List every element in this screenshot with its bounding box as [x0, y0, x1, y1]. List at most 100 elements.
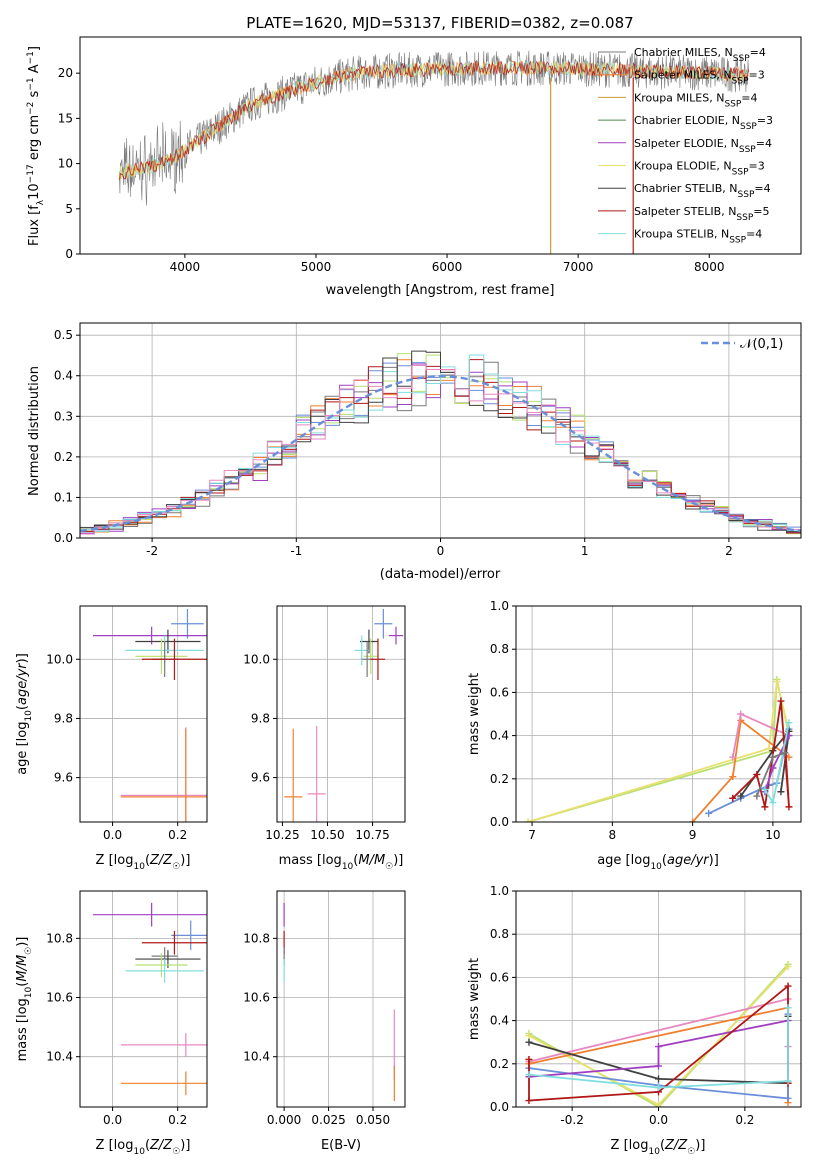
spectrum-model-line — [118, 60, 749, 180]
x-tick-label: 7000 — [563, 260, 594, 274]
mass-weight-marker — [765, 745, 773, 753]
x-tick-label: 0.050 — [356, 1113, 390, 1127]
axes-frame — [276, 890, 406, 1108]
legend-label: Salpeter STELIB, NSSP=5 — [634, 205, 770, 223]
mass-weight-marker — [784, 1004, 792, 1012]
mass-weight-marker — [737, 792, 745, 800]
error-bar-point — [354, 635, 369, 666]
error-bar-point — [388, 626, 404, 645]
y-tick-label: 0.0 — [490, 1100, 509, 1114]
legend-label: Salpeter ELODIE, NSSP=4 — [634, 137, 772, 155]
mass-weight-marker — [784, 1094, 792, 1102]
x-tick-label: 5000 — [301, 260, 332, 274]
mass-weight-marker — [705, 809, 713, 817]
axes-frame — [276, 605, 406, 823]
y-tick-label: 9.8 — [54, 711, 73, 725]
y-tick-label: 0.0 — [54, 531, 73, 545]
error-bar-point — [135, 953, 188, 977]
spectrum-panel: 4000 5000 6000 7000 8000 0 5 10 15 20 wavelength [… — [26, 36, 802, 298]
x-tick-label: 0.0 — [649, 1113, 668, 1127]
histogram-line — [80, 350, 801, 533]
x-tick-label: 10.50 — [310, 828, 344, 842]
residuals-marks — [80, 350, 801, 535]
error-bar-point — [359, 629, 378, 654]
mass-weight-line — [708, 728, 790, 815]
mass-weight-marker — [525, 1032, 533, 1040]
y-tick-label: 0.6 — [490, 970, 509, 984]
mass-weight-marker — [784, 963, 792, 971]
y-tick-label: 10.4 — [243, 1050, 270, 1064]
mass-weight-marker — [753, 792, 761, 800]
legend-label: 𝒩(0,1) — [740, 337, 783, 352]
mass-weight-marker — [525, 1055, 533, 1063]
y-tick-label: 10.4 — [46, 1050, 73, 1064]
y-tick-label: 9.6 — [251, 771, 270, 785]
error-bar-point — [120, 728, 207, 822]
mass-weight-marker — [737, 710, 745, 718]
x-tick-label: 10 — [765, 828, 780, 842]
mass-weight-marker — [781, 749, 789, 757]
massweight_vs_age-marks — [524, 675, 793, 822]
x-axis-label: Z [log10(Z/Z☉)] — [96, 853, 191, 872]
mass-weight-marker — [729, 753, 737, 761]
y-axis-label: mass weight — [467, 673, 482, 755]
y-tick-label: 10.8 — [243, 931, 270, 945]
mass-weight-marker — [777, 697, 785, 705]
age_vs_mass-panel: 10.25 10.50 10.75 9.6 9.8 10.0 mass [log10(M/M… — [243, 605, 406, 872]
mass-weight-marker — [525, 1071, 533, 1079]
y-tick-label: 0.4 — [490, 729, 509, 743]
y-tick-label: 0.8 — [490, 927, 509, 941]
y-tick-label: 1.0 — [490, 884, 509, 898]
mass-weight-marker — [769, 753, 777, 761]
x-axis-label: Z [log10(Z/Z☉)] — [611, 1138, 706, 1157]
mass-weight-line — [527, 681, 790, 822]
y-axis-label: age [log10(age/yr)] — [15, 653, 34, 775]
mass-weight-marker — [525, 1097, 533, 1105]
mass-weight-line — [691, 718, 790, 822]
error-bar-point — [361, 641, 373, 678]
error-bar-point — [284, 728, 303, 822]
mass-weight-marker — [655, 1101, 662, 1107]
y-tick-label: 0.3 — [54, 409, 73, 423]
y-tick-label: 5 — [65, 202, 73, 216]
y-tick-label: 0 — [65, 247, 73, 261]
x-axis-label: age [log10(age/yr)] — [597, 853, 719, 872]
error-bar-point — [120, 1071, 207, 1096]
x-tick-label: 4000 — [170, 260, 201, 274]
x-tick-label: 0.2 — [735, 1113, 754, 1127]
x-tick-label: -0.2 — [560, 1113, 583, 1127]
y-tick-label: 0.2 — [54, 450, 73, 464]
error-bar-point — [141, 930, 207, 955]
mass-weight-marker — [655, 1062, 662, 1070]
mass-weight-marker — [525, 1038, 533, 1046]
mass-weight-marker — [655, 1043, 662, 1051]
mass-weight-marker — [785, 803, 793, 811]
error-bar-point — [363, 638, 378, 675]
y-tick-label: 20 — [58, 66, 73, 80]
mass-weight-line — [527, 679, 790, 822]
mass-weight-marker — [784, 1077, 792, 1085]
massweight_vs_Z-panel: -0.2 0.0 0.2 0.0 0.2 0.4 0.6 0.8 1.0 mass weight Z… — [467, 884, 802, 1157]
y-tick-label: 10.0 — [243, 652, 270, 666]
y-tick-label: 10 — [58, 157, 73, 171]
x-tick-label: -1 — [290, 544, 302, 558]
x-tick-label: 2 — [725, 544, 733, 558]
error-bar-point — [135, 638, 188, 675]
x-tick-label: 8000 — [694, 260, 725, 274]
mass-weight-marker — [729, 773, 737, 781]
error-bar-point — [171, 608, 204, 639]
error-bar-point — [93, 902, 207, 927]
mass-weight-marker — [784, 982, 792, 990]
x-tick-label: 0.0 — [103, 1113, 122, 1127]
x-tick-label: 0.0 — [103, 828, 122, 842]
error-bar-point — [374, 608, 393, 639]
x-tick-label: 0.025 — [311, 1113, 345, 1127]
figure-title: PLATE=1620, MJD=53137, FIBERID=0382, z=0… — [246, 14, 633, 32]
legend-label: Kroupa ELODIE, NSSP=3 — [634, 160, 765, 178]
mass-weight-marker — [761, 786, 769, 794]
x-tick-label: 10.25 — [265, 828, 299, 842]
mass_vs_ebv-marks — [283, 902, 395, 1102]
y-tick-label: 0.0 — [490, 815, 509, 829]
y-tick-label: 9.6 — [54, 771, 73, 785]
